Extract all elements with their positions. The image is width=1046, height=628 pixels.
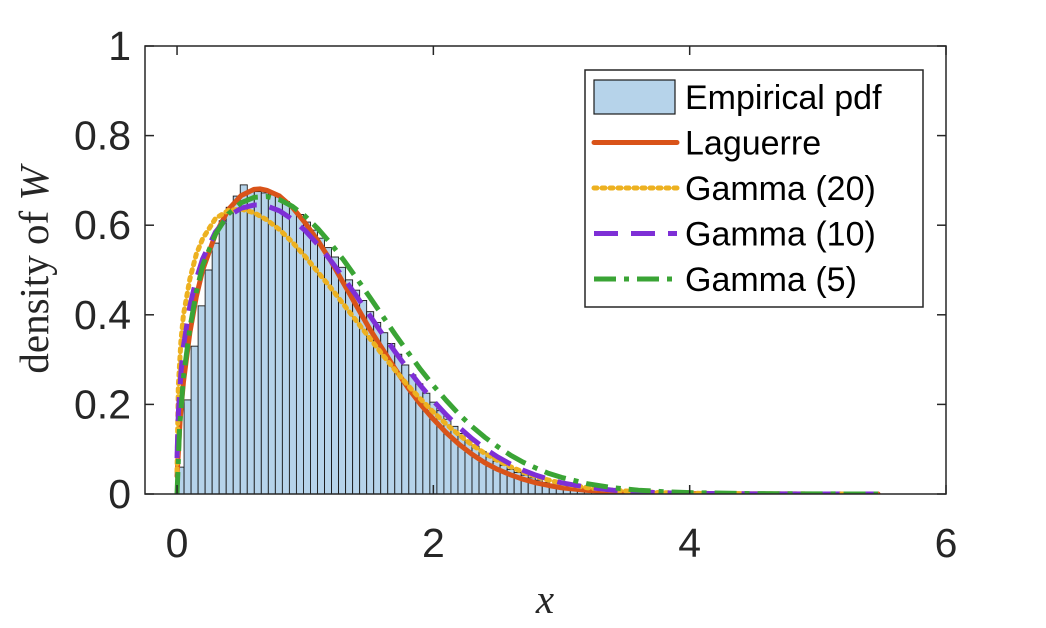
histogram-bar [190, 345, 199, 494]
histogram-bar [288, 206, 297, 494]
y-tick-label: 0.2 [74, 381, 131, 427]
y-tick-label: 0.6 [74, 202, 131, 248]
axes-box [144, 45, 947, 495]
histogram-bar [274, 196, 283, 494]
x-tick-label: 4 [678, 520, 701, 566]
y-tick-label: 0.4 [74, 292, 131, 338]
legend-entry-label: Empirical pdf [685, 79, 882, 117]
y-tick-label: 0.8 [74, 113, 131, 159]
x-tick-label: 6 [935, 520, 958, 566]
histogram-bar [183, 399, 192, 494]
histogram-bar [225, 206, 234, 494]
legend: Empirical pdf Laguerre Gamma (20) Gamma (10… [584, 69, 924, 308]
legend-swatch-patch [593, 79, 676, 115]
histogram-bar [204, 269, 213, 494]
y-axis-label-variable: W [11, 163, 57, 201]
x-axis-ticks: 0 2 4 6 [166, 46, 958, 566]
legend-entry-label: Gamma (20) [685, 170, 876, 208]
histogram-bar [260, 192, 269, 494]
histogram-bar [246, 191, 255, 494]
y-tick-label: 1 [108, 23, 131, 69]
histogram-bar [267, 194, 276, 494]
y-axis-label: density of W [11, 163, 57, 374]
fit-curves [174, 186, 881, 494]
histogram-bar [253, 191, 262, 494]
x-tick-label: 2 [422, 520, 445, 566]
legend-entry-label: Gamma (10) [685, 216, 876, 254]
histogram-bar [281, 201, 290, 494]
y-axis-label-prefix: density of [11, 201, 57, 374]
x-tick-label: 0 [166, 520, 189, 566]
histogram-bar [211, 242, 220, 494]
histogram-bar [239, 184, 248, 494]
x-axis-label: x [535, 576, 554, 622]
series-gamma-5 [174, 194, 879, 494]
series-gamma-20 [174, 206, 881, 494]
histogram-bar [232, 195, 241, 494]
y-tick-label: 0 [108, 471, 131, 517]
legend-entry-label: Laguerre [685, 125, 821, 163]
histogram-bar [218, 220, 227, 494]
y-axis-ticks: 0 0.2 0.4 0.6 0.8 1 [74, 23, 946, 517]
legend-entry-label: Gamma (5) [685, 261, 857, 299]
histogram-bar [197, 305, 206, 494]
